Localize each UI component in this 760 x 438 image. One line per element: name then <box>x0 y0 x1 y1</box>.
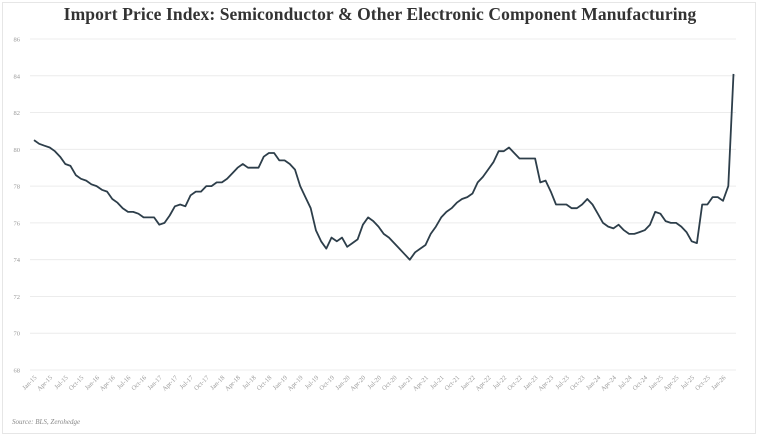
x-tick-label: Oct-15 <box>68 374 86 392</box>
y-tick-label: 78 <box>14 184 21 191</box>
x-tick-label: Jul-18 <box>241 374 257 390</box>
y-tick-label: 76 <box>14 220 21 227</box>
x-tick-label: Jul-23 <box>554 374 570 390</box>
x-tick-label: Oct-19 <box>318 374 336 392</box>
x-tick-label: Jan-19 <box>272 374 289 391</box>
x-tick-label: Apr-22 <box>474 374 492 392</box>
x-tick-label: Oct-20 <box>381 374 399 392</box>
x-tick-label: Jan-22 <box>460 374 477 391</box>
x-tick-label: Jan-15 <box>21 374 38 391</box>
x-tick-label: Oct-25 <box>694 374 712 392</box>
y-axis-ticks: 68 70 72 74 76 78 80 82 84 86 <box>14 37 21 375</box>
x-tick-label: Oct-23 <box>569 374 587 392</box>
x-tick-label: Oct-18 <box>256 374 274 392</box>
x-tick-label: Jan-20 <box>334 374 351 391</box>
x-tick-label: Jul-19 <box>304 374 320 390</box>
y-tick-label: 72 <box>14 294 21 301</box>
x-tick-label: Oct-22 <box>506 374 524 392</box>
x-tick-label: Jul-20 <box>366 374 382 390</box>
x-tick-label: Apr-16 <box>99 374 118 393</box>
x-tick-label: Oct-21 <box>444 374 462 392</box>
x-tick-label: Jan-18 <box>209 374 226 391</box>
x-tick-label: Apr-15 <box>36 374 54 392</box>
source-note: Source: BLS, Zerohedge <box>12 418 81 426</box>
y-tick-label: 74 <box>14 257 21 264</box>
gridlines <box>30 38 736 371</box>
x-tick-label: Apr-19 <box>286 374 304 392</box>
y-tick-label: 82 <box>14 110 21 117</box>
x-tick-label: Oct-16 <box>130 374 148 392</box>
x-tick-label: Jan-23 <box>522 374 539 391</box>
x-tick-label: Apr-17 <box>161 374 180 393</box>
x-tick-label: Apr-23 <box>537 374 555 392</box>
x-tick-label: Jul-21 <box>429 374 445 390</box>
x-tick-label: Jan-25 <box>648 374 665 391</box>
series-line <box>33 73 735 261</box>
y-tick-label: 70 <box>14 331 21 338</box>
x-tick-label: Jan-26 <box>710 374 728 392</box>
x-tick-label: Jul-22 <box>492 374 508 390</box>
chart-frame <box>2 2 756 434</box>
x-tick-label: Apr-25 <box>662 374 680 392</box>
x-tick-label: Jul-25 <box>680 374 696 390</box>
x-tick-label: Jan-21 <box>397 374 414 391</box>
y-tick-label: 84 <box>14 73 21 80</box>
x-tick-label: Apr-24 <box>600 374 619 393</box>
x-tick-label: Apr-18 <box>224 374 242 392</box>
x-tick-label: Jul-15 <box>53 374 69 390</box>
x-tick-label: Oct-24 <box>631 374 649 392</box>
x-tick-label: Oct-17 <box>193 374 211 392</box>
y-tick-label: 86 <box>14 37 21 44</box>
x-tick-label: Apr-20 <box>349 374 367 392</box>
x-tick-label: Apr-21 <box>412 374 430 392</box>
chart-title: Import Price Index: Semiconductor & Othe… <box>63 4 697 24</box>
y-tick-label: 80 <box>14 147 21 154</box>
y-tick-label: 68 <box>14 368 21 375</box>
